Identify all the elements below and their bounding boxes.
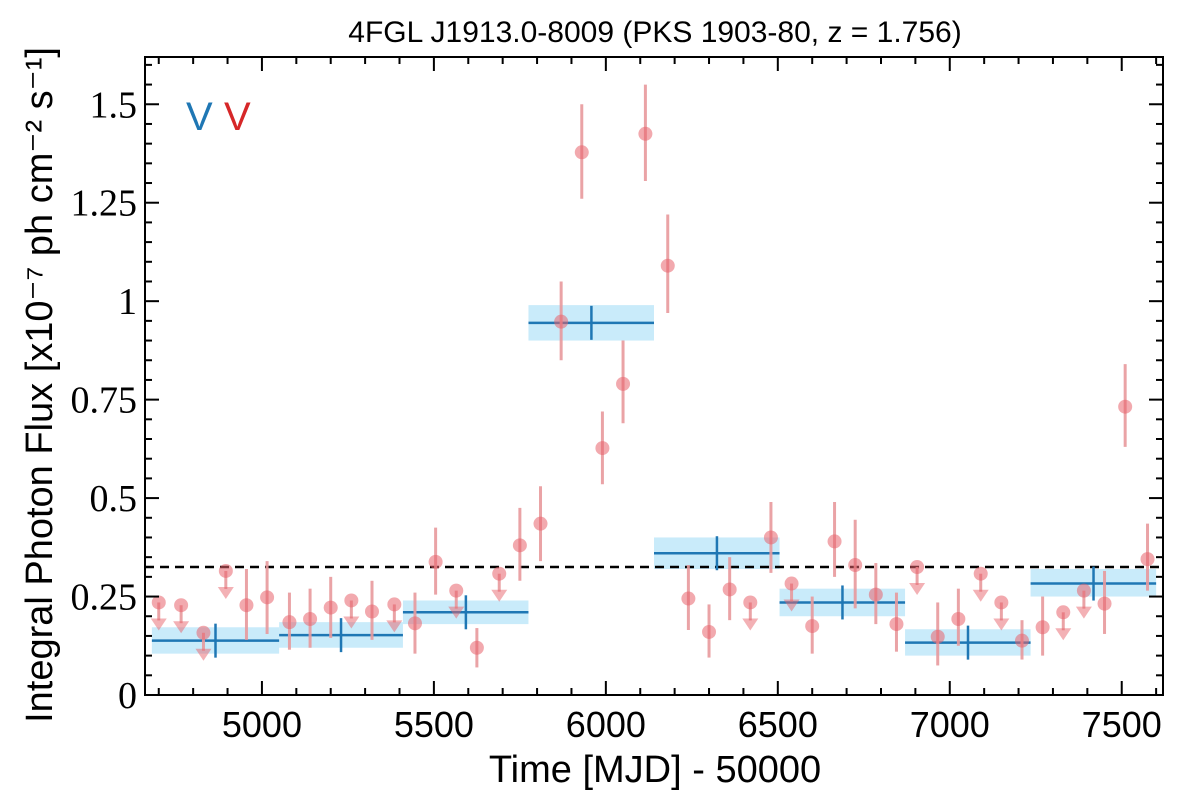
upper-limit-arrow [195,648,212,661]
upper-limit-arrow [993,618,1010,631]
data-point [1140,552,1155,567]
data-point [449,583,464,598]
upper-limit-arrow [386,620,403,633]
data-point [554,314,569,329]
axes-frame: 5000 5500 6000 6500 7000 7500 0 0.25 0.5 0.75 1 1.2… [71,56,1164,745]
x-tick-label: 6000 [566,704,646,745]
x-tick-label: 6500 [738,704,818,745]
data-point [722,582,737,597]
data-point [660,258,675,273]
data-point [512,538,527,553]
data-point [387,597,402,612]
data-point [868,587,883,602]
data-point [638,126,653,141]
data-point [407,616,422,631]
upper-limit-arrow [343,616,360,629]
data-point [805,619,820,634]
plot-area [145,84,1163,668]
data-point [994,595,1009,610]
y-tick-label: 1 [118,281,137,323]
data-point [239,598,254,613]
data-point [681,591,696,606]
data-point [930,629,945,644]
legend-entry: V [186,95,213,139]
legend-entry: V [224,95,251,139]
upper-limit-arrow [1075,606,1092,619]
y-tick-label: 0.25 [71,577,138,619]
data-point [469,640,484,655]
data-point [174,598,189,613]
data-point [1097,596,1112,611]
data-point [702,624,717,639]
data-point [492,566,507,581]
data-point [1076,583,1091,598]
upper-limit-arrow [217,586,234,599]
y-tick-label: 0.75 [71,380,138,422]
upper-limit-arrow [150,618,167,631]
y-tick-label: 1.25 [71,183,138,225]
upper-limit-arrow [909,583,926,596]
data-point [951,611,966,626]
y-axis-label: Integral Photon Flux [x10⁻⁷ ph cm⁻² s⁻¹] [19,47,61,723]
chart-title: 4FGL J1913.0-8009 (PKS 1903-80, z = 1.75… [348,16,961,49]
data-point [344,593,359,608]
data-point [1056,605,1071,620]
x-tick-label: 7500 [1082,704,1162,745]
y-tick-label: 0.5 [90,478,138,520]
data-point [910,560,925,575]
data-point [533,516,548,531]
data-point [763,530,778,545]
data-point [260,590,275,605]
x-axis-label: Time [MJD] - 50000 [489,749,821,791]
data-point [1014,633,1029,648]
data-point [1118,399,1133,414]
upper-limit-arrow [783,599,800,612]
upper-limit-arrow [742,618,759,631]
data-point [743,595,758,610]
upper-limit-arrow [1055,628,1072,641]
data-point [364,604,379,619]
upper-limit-arrow [448,606,465,619]
data-point [303,611,318,626]
data-point [428,554,443,569]
data-point [827,534,842,549]
data-point [784,576,799,591]
data-point [323,600,338,615]
upper-limit-arrow [173,621,190,634]
data-point [282,615,297,630]
data-point [218,563,233,578]
x-tick-label: 5000 [222,704,302,745]
data-point [1035,620,1050,635]
data-point [151,595,166,610]
plot-frame [144,56,1164,696]
data-point [889,617,904,632]
x-tick-label: 7000 [910,704,990,745]
data-point [574,145,589,160]
data-point [616,376,631,391]
y-tick-label: 0 [118,675,137,717]
data-point [848,558,863,573]
x-tick-label: 5500 [394,704,474,745]
upper-limit-arrow [491,589,508,602]
upper-limit-arrow [972,589,989,602]
data-point [196,625,211,640]
data-point [595,441,610,456]
data-point [973,566,988,581]
y-tick-label: 1.5 [90,84,138,126]
